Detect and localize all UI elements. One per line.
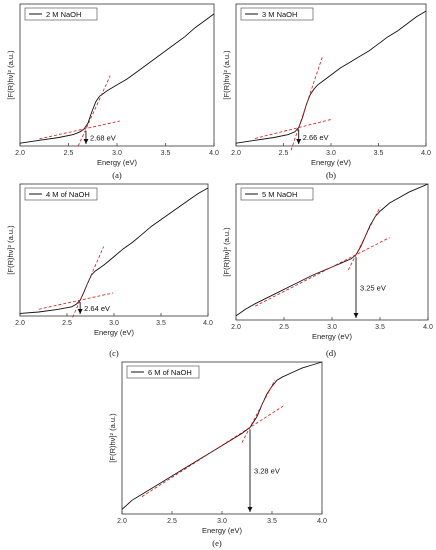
panel-label: (d): [326, 348, 336, 358]
legend-label: 3 M NaOH: [262, 10, 297, 19]
x-tick-label: 4.0: [423, 324, 433, 331]
legend-label: 6 M of NaOH: [148, 368, 192, 377]
edge-tangent-line: [77, 75, 111, 147]
x-tick-label: 3.0: [326, 150, 336, 157]
x-tick-label: 4.0: [317, 518, 327, 525]
x-tick-label: 4.0: [209, 150, 219, 157]
legend-box: [126, 365, 200, 379]
band-gap-label: 3.28 eV: [254, 467, 280, 476]
legend-box: [24, 187, 98, 201]
x-tick-label: 3.0: [109, 320, 119, 327]
x-tick-label: 3.5: [267, 518, 277, 525]
x-tick-label: 2.0: [15, 150, 25, 157]
x-tick-label: 3.5: [156, 320, 166, 327]
edge-tangent-line: [290, 56, 323, 151]
x-axis-label: Energy (eV): [97, 158, 138, 167]
edge-tangent-line: [72, 246, 105, 318]
x-tick-label: 3.0: [327, 324, 337, 331]
panel-label: (a): [112, 170, 122, 180]
band-gap-arrowhead: [77, 309, 83, 314]
legend-box: [24, 7, 98, 21]
legend-box: [240, 187, 314, 201]
x-tick-label: 3.5: [374, 150, 384, 157]
x-tick-label: 3.5: [375, 324, 385, 331]
edge-tangent-line: [347, 206, 381, 271]
legend-label: 2 M NaOH: [46, 10, 81, 19]
chart-panel-4: 2.0 2.5 3.0 3.5 4.0 Energy (eV) [F(R)hν]² (a.u…: [222, 183, 433, 358]
series-line: [19, 13, 215, 144]
x-tick-label: 2.0: [15, 320, 25, 327]
legend-label: 4 M of NaOH: [46, 190, 90, 199]
x-axis-label: Energy (eV): [311, 158, 352, 167]
chart-panel-5: 2.0 2.5 3.0 3.5 4.0 Energy (eV) [F(R)hν]² (a.u…: [108, 361, 327, 548]
band-gap-label: 2.66 eV: [303, 133, 329, 142]
baseline-tangent-line: [141, 404, 286, 497]
x-axis-label: Energy (eV): [312, 332, 353, 341]
x-tick-label: 2.5: [279, 150, 289, 157]
x-axis-label: Energy (eV): [202, 526, 243, 535]
band-gap-arrowhead: [296, 139, 302, 144]
series-line: [19, 187, 209, 314]
baseline-tangent-line: [39, 120, 120, 140]
edge-tangent-line: [241, 379, 276, 443]
y-axis-label: [F(R)hν]² (a.u.): [222, 50, 231, 100]
y-axis-label: [F(R)hν]² (a.u.): [108, 413, 117, 463]
baseline-tangent-line: [38, 292, 114, 310]
x-tick-label: 2.0: [231, 150, 241, 157]
x-tick-label: 2.5: [62, 320, 72, 327]
series-line: [235, 183, 429, 317]
series-line: [121, 361, 323, 510]
x-tick-label: 3.5: [161, 150, 171, 157]
x-tick-label: 3.0: [112, 150, 122, 157]
panel-label: (b): [326, 170, 336, 180]
band-gap-arrowhead: [353, 313, 359, 318]
x-axis-label: Energy (eV): [94, 328, 135, 337]
baseline-tangent-line: [254, 118, 333, 139]
x-tick-label: 4.0: [203, 320, 213, 327]
chart-panel-2: 2.0 2.5 3.0 3.5 4.0 Energy (eV) [F(R)hν]² (a.u…: [222, 3, 431, 180]
y-axis-label: [F(R)hν]² (a.u.): [6, 225, 15, 275]
y-axis-label: [F(R)hν]² (a.u.): [222, 227, 231, 277]
chart-panel-3: 2.0 2.5 3.0 3.5 4.0 Energy (eV) [F(R)hν]² (a.u…: [6, 183, 213, 358]
plot-frame: [19, 3, 215, 147]
x-tick-label: 2.0: [231, 324, 241, 331]
y-axis-label: [F(R)hν]² (a.u.): [6, 50, 15, 100]
plot-frame: [121, 361, 323, 515]
plot-frame: [235, 183, 429, 321]
x-tick-label: 2.0: [117, 518, 127, 525]
band-gap-arrowhead: [247, 507, 253, 512]
x-tick-label: 3.0: [217, 518, 227, 525]
x-tick-label: 4.0: [421, 150, 431, 157]
panel-label: (c): [109, 348, 119, 358]
x-tick-label: 2.5: [279, 324, 289, 331]
x-tick-label: 2.5: [64, 150, 74, 157]
band-gap-label: 2.68 eV: [90, 133, 116, 142]
band-gap-arrowhead: [83, 139, 89, 144]
chart-panel-1: 2.0 2.5 3.0 3.5 4.0 Energy (eV) [F(R)hν]² (a.u…: [6, 3, 219, 180]
legend-label: 5 M NaOH: [262, 190, 297, 199]
legend-box: [240, 7, 314, 21]
series-line: [235, 10, 427, 144]
band-gap-label: 3.25 eV: [360, 283, 386, 292]
panel-label: (e): [212, 538, 222, 548]
plot-frame: [19, 183, 209, 317]
x-tick-label: 2.5: [167, 518, 177, 525]
baseline-tangent-line: [255, 237, 390, 307]
band-gap-label: 2.64 eV: [84, 304, 110, 313]
